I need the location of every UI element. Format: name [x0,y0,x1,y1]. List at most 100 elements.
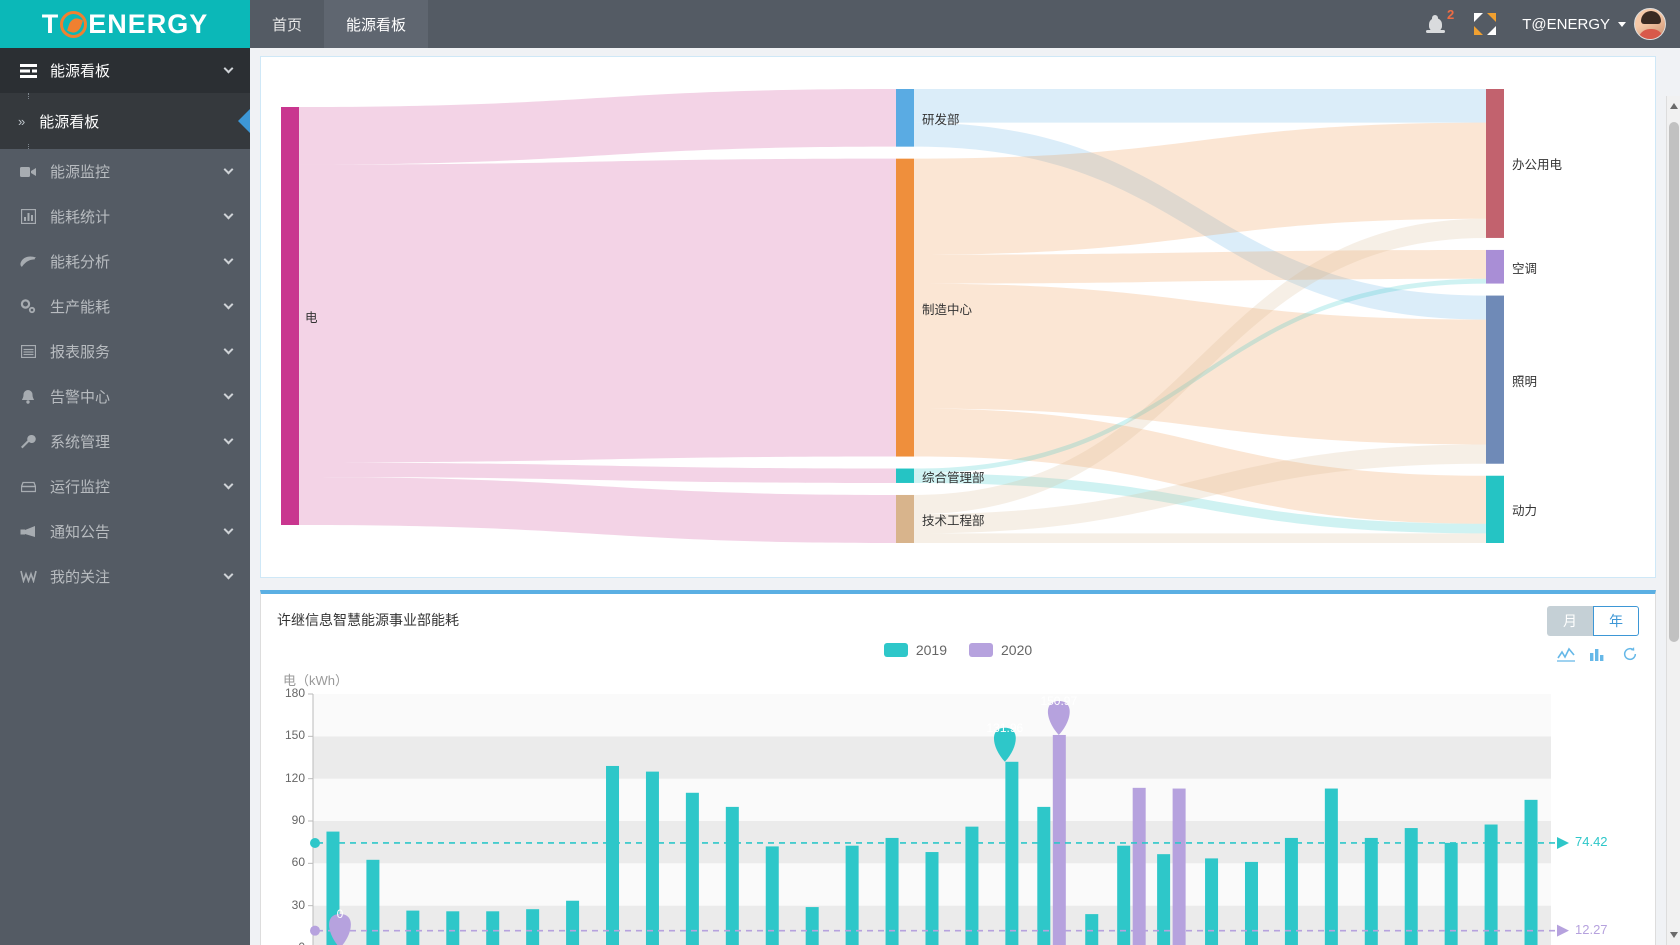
sidebar-item-7[interactable]: 系统管理 [0,419,250,464]
logo-text-right: ENERGY [88,8,209,39]
leaf-icon [18,255,38,269]
bar[interactable] [1484,824,1498,945]
range-button-month[interactable]: 月 [1547,606,1593,636]
sankey-node[interactable] [896,89,914,147]
sidebar-item-label: 告警中心 [50,389,111,406]
legend-swatch [969,643,993,657]
sidebar-item-3[interactable]: 能耗分析 [0,239,250,284]
bar[interactable] [1524,799,1538,945]
data-marker-pin[interactable] [329,914,351,945]
sankey-node[interactable] [896,158,914,457]
bar[interactable] [526,909,540,945]
bar[interactable] [1085,914,1099,945]
line-chart-icon[interactable] [1557,646,1575,662]
sidebar-group-energy-board[interactable]: 能源看板 [0,48,250,93]
range-button-year[interactable]: 年 [1593,606,1639,636]
app-logo[interactable]: T ENERGY [0,0,250,48]
bar[interactable] [965,826,979,945]
sidebar-item-label: 生产能耗 [50,299,111,316]
sidebar-item-energy-board[interactable]: » 能源看板 [0,99,250,143]
sankey-node[interactable] [896,468,914,483]
scroll-area: 电 研发部 制造中心 综合管理部 技术工程部 办公用电 空调 照明 动力 许继信息智慧能源事业部… [250,48,1666,945]
bar[interactable] [645,771,659,945]
bar[interactable] [1052,734,1066,945]
user-menu[interactable]: T@ENERGY [1522,8,1666,40]
bar[interactable] [366,859,380,945]
bar[interactable] [1037,806,1051,945]
bar[interactable] [606,765,620,945]
fullscreen-icon[interactable] [1474,13,1497,35]
sankey-node[interactable] [896,494,914,543]
sidebar-item-5[interactable]: 报表服务 [0,329,250,374]
bar[interactable] [566,900,580,945]
tab-home[interactable]: 首页 [272,16,303,34]
sidebar-item-1[interactable]: 能源监控 [0,149,250,194]
bar[interactable] [765,846,779,945]
page-title: 许继信息智慧能源事业部能耗 [277,612,459,628]
sankey-node[interactable] [1486,295,1504,464]
data-marker-pin[interactable] [993,727,1016,762]
bar[interactable] [1284,837,1298,945]
bar[interactable] [1364,837,1378,945]
sidebar: 能源看板 » 能源看板 能源监控 能耗统计 能耗分析生产能耗报表服务告警中心系统管理… [0,48,250,945]
scrollbar-thumb[interactable] [1669,122,1679,642]
legend-item-2019[interactable]: 2019 [883,642,947,658]
sidebar-item-4[interactable]: 生产能耗 [0,284,250,329]
sankey-node[interactable] [1486,89,1504,238]
sidebar-item-label: 通知公告 [50,524,111,541]
bar[interactable] [1244,861,1258,945]
wrench-icon [18,434,38,449]
bar[interactable] [1205,858,1219,945]
bar[interactable] [1117,845,1131,945]
bell-icon [18,389,38,404]
bar[interactable] [1444,842,1458,945]
bar[interactable] [1404,828,1418,945]
sidebar-item-8[interactable]: 运行监控 [0,464,250,509]
scroll-down-arrow[interactable] [1667,927,1680,943]
bar[interactable] [845,845,859,945]
sankey-node[interactable] [281,107,299,525]
refresh-icon[interactable] [1621,646,1639,662]
y-axis-tick-label: 180 [284,686,305,700]
sidebar-item-9[interactable]: 通知公告 [0,509,250,554]
server-icon [18,481,38,493]
chevron-down-icon [223,389,234,400]
sankey-node[interactable] [1486,249,1504,284]
y-axis-tick-label: 150 [284,728,305,743]
vertical-scrollbar[interactable] [1666,96,1680,945]
sankey-link [914,533,1486,543]
bar[interactable] [486,911,500,945]
bar[interactable] [725,806,739,945]
sankey-link [299,158,896,463]
bar[interactable] [1324,788,1338,945]
bar[interactable] [805,907,819,945]
sankey-link [914,444,1486,534]
data-marker-pin[interactable] [1047,700,1070,735]
sidebar-item-2[interactable]: 能耗统计 [0,194,250,239]
bar[interactable] [1172,788,1186,945]
sidebar-item-label: 系统管理 [50,434,111,451]
legend-item-2020[interactable]: 2020 [969,642,1032,658]
avatar[interactable] [1634,8,1666,40]
top-navigation: 首页 能源看板 [250,0,429,48]
bar[interactable] [1132,787,1146,945]
sankey-panel: 电 研发部 制造中心 综合管理部 技术工程部 办公用电 空调 照明 动力 [260,56,1656,578]
bell-icon [1425,14,1445,33]
sidebar-item-10[interactable]: 我的关注 [0,554,250,599]
tab-energy-board[interactable]: 能源看板 [324,0,429,48]
bar[interactable] [1005,761,1019,945]
bar[interactable] [925,852,939,945]
bar[interactable] [406,910,420,945]
bar[interactable] [1157,854,1171,945]
bar-chart-icon[interactable] [1589,646,1607,662]
bar[interactable] [885,837,899,945]
sankey-link [914,122,1486,320]
sankey-node-label: 电 [305,311,318,325]
chevron-down-icon [223,344,234,355]
sidebar-item-6[interactable]: 告警中心 [0,374,250,419]
scroll-up-arrow[interactable] [1667,98,1680,114]
sankey-node[interactable] [1486,475,1504,543]
bar[interactable] [446,911,460,945]
notification-button[interactable]: 2 [1422,7,1454,39]
bar[interactable] [685,792,699,945]
